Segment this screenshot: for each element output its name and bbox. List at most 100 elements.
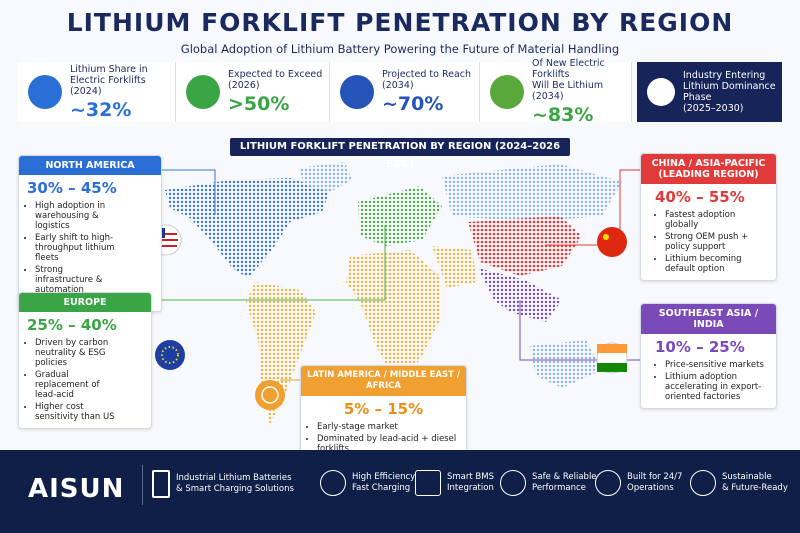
text-line: Expected to Exceed xyxy=(228,69,323,80)
bullet: Early shift to high-throughput lithium f… xyxy=(35,233,121,263)
text-line: Operations xyxy=(627,483,674,493)
title: LITHIUM FORKLIFT PENETRATION BY REGION xyxy=(66,8,734,37)
feature: Smart BMS Integration xyxy=(415,470,494,496)
stat-icon xyxy=(647,78,675,106)
connector xyxy=(545,169,640,246)
bullet: Gradual replacement of lead-acid xyxy=(35,370,117,400)
region-bullets: Driven by carbon neutrality & ESG polici… xyxy=(19,338,151,428)
stat-box: Industry Entering Lithium Dominance Phase… xyxy=(637,62,782,122)
feature: Built for 24/7 Operations xyxy=(595,470,682,496)
stat-box: Of New Electric Forklifts Will Be Lithium… xyxy=(480,58,632,126)
bullet: Price-sensitive markets xyxy=(665,360,770,370)
bullet: Early-stage market xyxy=(317,422,460,432)
flag-stripe xyxy=(154,239,178,241)
text-line: Will Be Lithium (2034) xyxy=(532,80,604,102)
bullet: Higher cost sensitivity than US xyxy=(35,402,117,422)
china xyxy=(468,216,582,276)
region-bullets: Price-sensitive markets Lithium adoption … xyxy=(641,360,776,408)
bullet: Dominated by lead-acid + diesel forklift… xyxy=(317,434,460,454)
bullet: High adoption in warehousing & logistics xyxy=(35,201,121,231)
bullet: Lithium becoming default option xyxy=(665,254,770,274)
stat-value: >50% xyxy=(228,93,290,115)
region-card: SOUTHEAST ASIA / INDIA 10% – 25% Price-s… xyxy=(640,303,777,409)
middle-east xyxy=(432,246,477,288)
region-name: CHINA / ASIA-PACIFIC (LEADING REGION) xyxy=(641,154,776,184)
australia xyxy=(530,340,602,388)
text-line: High Efficiency xyxy=(352,472,416,482)
feature-icon xyxy=(320,470,346,496)
tagline: Industrial Lithium Batteries & Smart Char… xyxy=(152,470,294,498)
connector xyxy=(160,169,216,215)
north-america xyxy=(165,178,330,278)
text-line: Fast Charging xyxy=(352,483,411,493)
stat-box: Lithium Share in Electric Forklifts (2024… xyxy=(18,62,176,122)
globe-outline xyxy=(261,386,279,404)
tagline-text: Industrial Lithium Batteries & Smart Char… xyxy=(176,473,294,495)
text-line: Lithium Dominance Phase xyxy=(683,81,776,103)
region-range: 30% – 45% xyxy=(27,179,117,197)
continents xyxy=(165,162,622,425)
feature-text: Safe & Reliable Performance xyxy=(532,472,597,494)
region-card: NORTH AMERICA 30% – 45% High adoption in… xyxy=(18,155,162,312)
text-line: Sustainable xyxy=(722,472,772,482)
subtitle: Global Adoption of Lithium Battery Power… xyxy=(0,42,800,56)
feature-icon xyxy=(690,470,716,496)
feature-text: Sustainable & Future-Ready xyxy=(722,472,788,494)
feature: Safe & Reliable Performance xyxy=(500,470,597,496)
bullet: Strong OEM push + policy support xyxy=(665,232,770,252)
text-line: Smart BMS xyxy=(447,472,494,482)
divider xyxy=(142,465,143,505)
footer xyxy=(0,450,800,533)
text-line: Lithium Share in xyxy=(70,63,148,75)
feature: High Efficiency Fast Charging xyxy=(320,470,415,496)
region-bullets: Fastest adoption globallyStrong OEM push… xyxy=(641,210,776,280)
stat-label: Industry Entering Lithium Dominance Phase… xyxy=(683,70,782,114)
text-line: Integration xyxy=(447,483,494,493)
world-map xyxy=(150,162,640,425)
flag-stripe xyxy=(597,344,627,353)
text-line: (2026) xyxy=(228,80,260,91)
region-range: 5% – 15% xyxy=(343,400,424,418)
feature-text: Built for 24/7 Operations xyxy=(627,472,682,494)
text-line: & Smart Charging Solutions xyxy=(176,484,294,494)
stat-box: Projected to Reach (2034) ~70% xyxy=(330,62,480,122)
feature: Sustainable & Future-Ready xyxy=(690,470,788,496)
region-card: CHINA / ASIA-PACIFIC (LEADING REGION) 40… xyxy=(640,153,777,281)
europe xyxy=(358,186,442,246)
subtitle-text: Global Adoption of Lithium Battery Power… xyxy=(174,42,626,56)
region-card: EUROPE 25% – 40% Driven by carbon neutra… xyxy=(18,292,152,429)
text-line: Electric Forklifts (2024) xyxy=(70,74,146,97)
battery-icon xyxy=(152,470,170,498)
eu-flag xyxy=(155,340,185,370)
region-range: 10% – 25% xyxy=(655,338,745,356)
stat-value: ~32% xyxy=(70,98,132,121)
brand: AISUN xyxy=(28,474,125,504)
map-title: LITHIUM FORKLIFT PENETRATION BY REGION (… xyxy=(230,138,570,170)
region-name: LATIN AMERICA / MIDDLE EAST / AFRICA xyxy=(301,366,466,396)
africa xyxy=(346,250,440,382)
bullet: Driven by carbon neutrality & ESG polici… xyxy=(35,338,117,368)
flag-stripe xyxy=(155,233,177,235)
flag-stripe xyxy=(155,245,177,247)
greenland xyxy=(298,162,352,192)
stat-value: ~83% xyxy=(532,104,594,126)
flags xyxy=(150,224,628,410)
feature-text: High Efficiency Fast Charging xyxy=(352,472,415,494)
stat-box: Expected to Exceed (2026) >50% xyxy=(176,62,330,122)
stat-icon xyxy=(490,75,524,109)
region-name: SOUTHEAST ASIA / INDIA xyxy=(641,304,776,334)
stat-label: Expected to Exceed (2026) xyxy=(228,69,322,91)
text-line: & Future-Ready xyxy=(722,483,788,493)
russia xyxy=(442,164,622,222)
flag-star xyxy=(603,234,609,240)
stat-icon xyxy=(186,75,220,109)
text-line: Projected to Reach xyxy=(382,69,472,80)
stat-label: Of New Electric Forklifts Will Be Lithium… xyxy=(532,58,631,102)
stat-icon xyxy=(340,75,374,109)
connector xyxy=(150,225,386,301)
globe-icon xyxy=(255,380,285,410)
eu-stars xyxy=(161,346,179,364)
bullet: Fastest adoption globally xyxy=(665,210,770,230)
text-line: Industrial Lithium Batteries xyxy=(176,473,292,483)
feature-icon xyxy=(415,470,441,496)
